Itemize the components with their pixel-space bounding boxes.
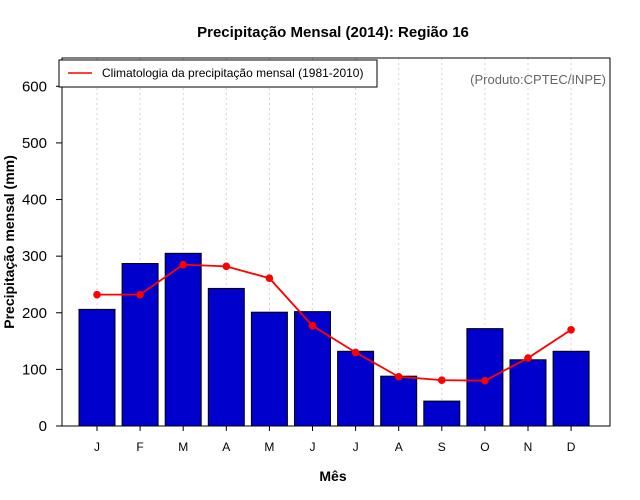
plot-frame — [61, 57, 611, 427]
bar-N-10 — [509, 359, 547, 427]
climatology-point-6 — [351, 348, 360, 357]
legend-label-climatology: Climatologia da precipitação mensal (198… — [102, 66, 363, 80]
climatology-point-7 — [394, 372, 403, 381]
legend: Climatologia da precipitação mensal (198… — [58, 59, 378, 88]
y-tick-label-100: 100 — [22, 361, 47, 378]
y-tick-label-200: 200 — [22, 305, 47, 322]
bar-M-4 — [250, 311, 288, 427]
legend-box — [58, 59, 378, 88]
y-tick-label-300: 300 — [22, 248, 47, 265]
bar-J-0 — [78, 308, 116, 427]
bar-J-6 — [337, 350, 375, 427]
climatology-point-1 — [136, 290, 144, 299]
axis-layer: 0 100 200 300 400 500 600 J F M A M J J A S O N D — [22, 78, 576, 454]
bar-A-7 — [380, 375, 418, 427]
y-tick-label-600: 600 — [22, 78, 47, 95]
x-tick-label-9: O — [480, 440, 489, 454]
climatology-point-0 — [93, 290, 101, 299]
line-layer — [93, 260, 575, 385]
bar-layer — [78, 252, 590, 427]
bar-A-3 — [207, 287, 245, 427]
climatology-point-9 — [481, 376, 489, 385]
y-tick-label-0: 0 — [39, 418, 47, 435]
y-tick-label-500: 500 — [22, 135, 47, 152]
bar-D-11 — [552, 350, 590, 427]
x-tick-label-3: A — [222, 440, 230, 454]
x-tick-label-2: M — [178, 440, 188, 454]
bar-F-1 — [121, 263, 159, 427]
x-tick-label-0: J — [94, 440, 100, 454]
climatology-point-11 — [567, 325, 575, 334]
climatology-point-2 — [179, 260, 187, 269]
bar-S-8 — [423, 400, 461, 427]
climatology-point-3 — [222, 262, 231, 271]
x-tick-label-4: M — [264, 440, 274, 454]
y-tick-label-400: 400 — [22, 192, 47, 209]
climatology-point-5 — [308, 321, 317, 330]
x-tick-label-7: A — [395, 440, 403, 454]
bar-J-5 — [294, 311, 331, 427]
climatology-point-8 — [438, 376, 446, 384]
climatology-line — [97, 263, 572, 382]
x-tick-label-5: J — [310, 440, 316, 454]
bar-M-2 — [164, 252, 202, 427]
source-note: (Produto:CPTEC/INPE) — [470, 72, 606, 87]
chart-title: Precipitação Mensal (2014): Região 16 — [197, 24, 469, 41]
x-axis-title: Mês — [319, 468, 346, 484]
x-tick-label-1: F — [136, 440, 143, 454]
x-tick-label-8: S — [438, 440, 446, 454]
climatology-point-10 — [524, 354, 532, 362]
x-tick-label-6: J — [353, 440, 359, 454]
x-tick-label-10: N — [524, 440, 533, 454]
x-tick-label-11: D — [567, 440, 576, 454]
y-axis-title: Precipitação mensal (mm) — [1, 155, 17, 329]
climatology-point-4 — [265, 274, 274, 283]
